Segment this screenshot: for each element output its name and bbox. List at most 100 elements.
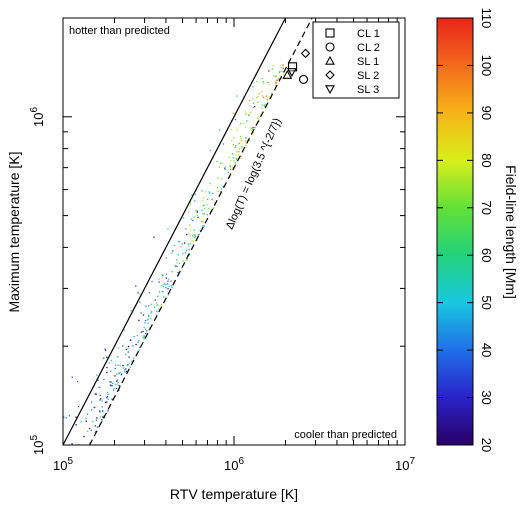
scatter-point [177,254,179,256]
scatter-point [194,200,196,202]
scatter-point [187,211,189,213]
scatter-point [172,250,174,252]
scatter-point [95,419,98,421]
colorbar-bar [436,17,474,446]
legend-marker-circle [325,42,335,52]
scatter-point [229,172,231,175]
scatter-point [202,225,204,227]
scatter-point [262,81,264,83]
marked-point-square [288,62,298,72]
scatter-point [250,127,252,129]
scatter-point [189,224,191,226]
scatter-point [112,382,114,384]
scatter-point [261,104,263,106]
scatter-point [193,236,195,238]
scatter-point [133,336,135,338]
colorbar-title: Field-line length [Mm] [503,165,519,299]
scatter-point [230,159,232,162]
scatter-point [142,330,144,333]
scatter-point [106,391,109,393]
scatter-point [250,111,252,114]
scatter-point [94,431,97,433]
scatter-point [160,304,162,306]
scatter-point [209,192,211,194]
scatter-point [220,162,222,164]
scatter-point [230,168,232,171]
scatter-point [170,280,172,282]
scatter-point [278,78,280,80]
reference-line-dashed [89,17,313,446]
scatter-point [95,393,97,395]
scatter-point [209,149,211,152]
scatter-point [190,218,193,220]
scatter-point [127,345,130,348]
scatter-point [192,240,194,242]
scatter-point [212,207,214,209]
scatter-point [209,182,211,184]
scatter-point [123,371,126,373]
scatter-point [148,305,150,307]
y-tick-labels: 105 106 [29,107,46,455]
scatter-point [224,168,226,170]
scatter-point [266,98,269,101]
scatter-point [179,270,182,272]
scatter-point [236,95,238,97]
scatter-point [201,209,203,211]
scatter-point [239,135,242,138]
scatter-point [256,117,259,119]
scatter-point [231,128,233,131]
colorbar: 20 30 40 50 60 70 80 90 100 110 Field-line length… [436,8,519,452]
scatter-point [177,271,179,274]
scatter-point [148,329,150,331]
scatter-point [127,348,129,350]
scatter-point [239,157,241,160]
scatter-point [282,64,284,66]
scatter-point [271,68,273,70]
x-tick-label-1e7: 107 [395,456,415,473]
scatter-point [110,359,113,362]
scatter-point [219,129,221,131]
scatter-point [125,370,128,373]
scatter-point [114,364,117,366]
scatter-point [101,421,103,423]
scatter-point [123,329,126,331]
scatter-point [85,420,87,422]
scatter-point [201,190,203,192]
scatter-point [122,365,124,367]
scatter-point [165,273,168,275]
scatter-point [110,370,112,372]
scatter-point [83,435,85,438]
scatter-point [157,295,159,297]
scatter-point [212,192,214,195]
scatter-point [155,314,157,317]
scatter-point [244,140,247,142]
scatter-point [189,229,191,231]
scatter-point [144,328,146,330]
legend-marker-diamond [325,70,335,80]
scatter-point [182,217,185,219]
scatter-point [256,97,258,99]
scatter-point [108,362,110,364]
scatter-point [143,338,145,340]
scatter-point [146,330,148,332]
scatter-point [105,349,107,352]
scatter-point [174,265,176,268]
scatter-point [262,96,265,99]
scatter-point [196,210,199,212]
scatter-point [99,386,101,388]
scatter-point [147,319,149,321]
scatter-point [162,275,164,277]
scatter-point [203,208,206,210]
scatter-point [167,283,169,285]
scatter-point [238,148,240,150]
scatter-point [135,285,137,287]
scatter-point [130,360,133,362]
scatter-point [188,248,190,251]
scatter-point [94,425,96,427]
scatter-point [278,71,281,74]
scatter-point [138,349,140,351]
x-tick-label-1e5: 105 [53,456,73,473]
scatter-point [202,213,204,215]
scatter-point [243,122,245,125]
